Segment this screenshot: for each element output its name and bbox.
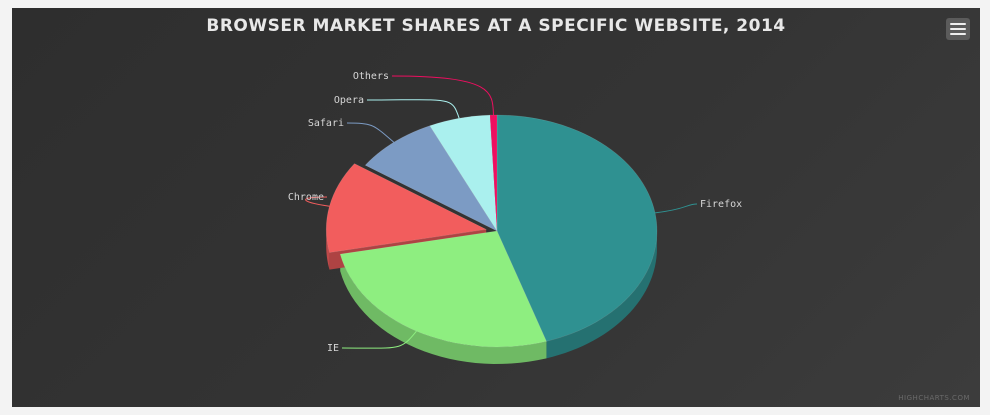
slice-side-ie[interactable] <box>340 254 547 364</box>
label-chrome: Chrome <box>288 192 324 203</box>
connector-others <box>391 75 494 116</box>
credits-link[interactable]: Highcharts.com <box>898 394 970 402</box>
chart-title: Browser market shares at a specific webs… <box>206 16 786 36</box>
pie-labels: Firefox IE Chrome Safari Opera Others <box>288 71 742 354</box>
connector-firefox <box>654 203 698 214</box>
connector-chrome <box>305 196 330 207</box>
connector-opera <box>366 99 460 119</box>
slice-side-chrome[interactable] <box>326 229 330 270</box>
pie-chart: Firefox IE Chrome Safari Opera Others <box>288 71 742 364</box>
slice-firefox[interactable] <box>496 114 658 342</box>
slice-chrome[interactable] <box>325 163 488 253</box>
label-firefox: Firefox <box>700 199 742 210</box>
connector-safari <box>346 122 395 143</box>
chart-container: Browser market shares at a specific webs… <box>12 8 980 407</box>
slice-safari[interactable] <box>364 125 498 232</box>
label-safari: Safari <box>308 118 344 129</box>
slice-side-firefox[interactable] <box>546 231 657 359</box>
hamburger-menu-icon[interactable] <box>946 18 970 40</box>
label-others: Others <box>353 71 389 82</box>
connector-ie <box>341 330 417 349</box>
label-opera: Opera <box>334 95 364 106</box>
label-ie: IE <box>327 343 339 354</box>
